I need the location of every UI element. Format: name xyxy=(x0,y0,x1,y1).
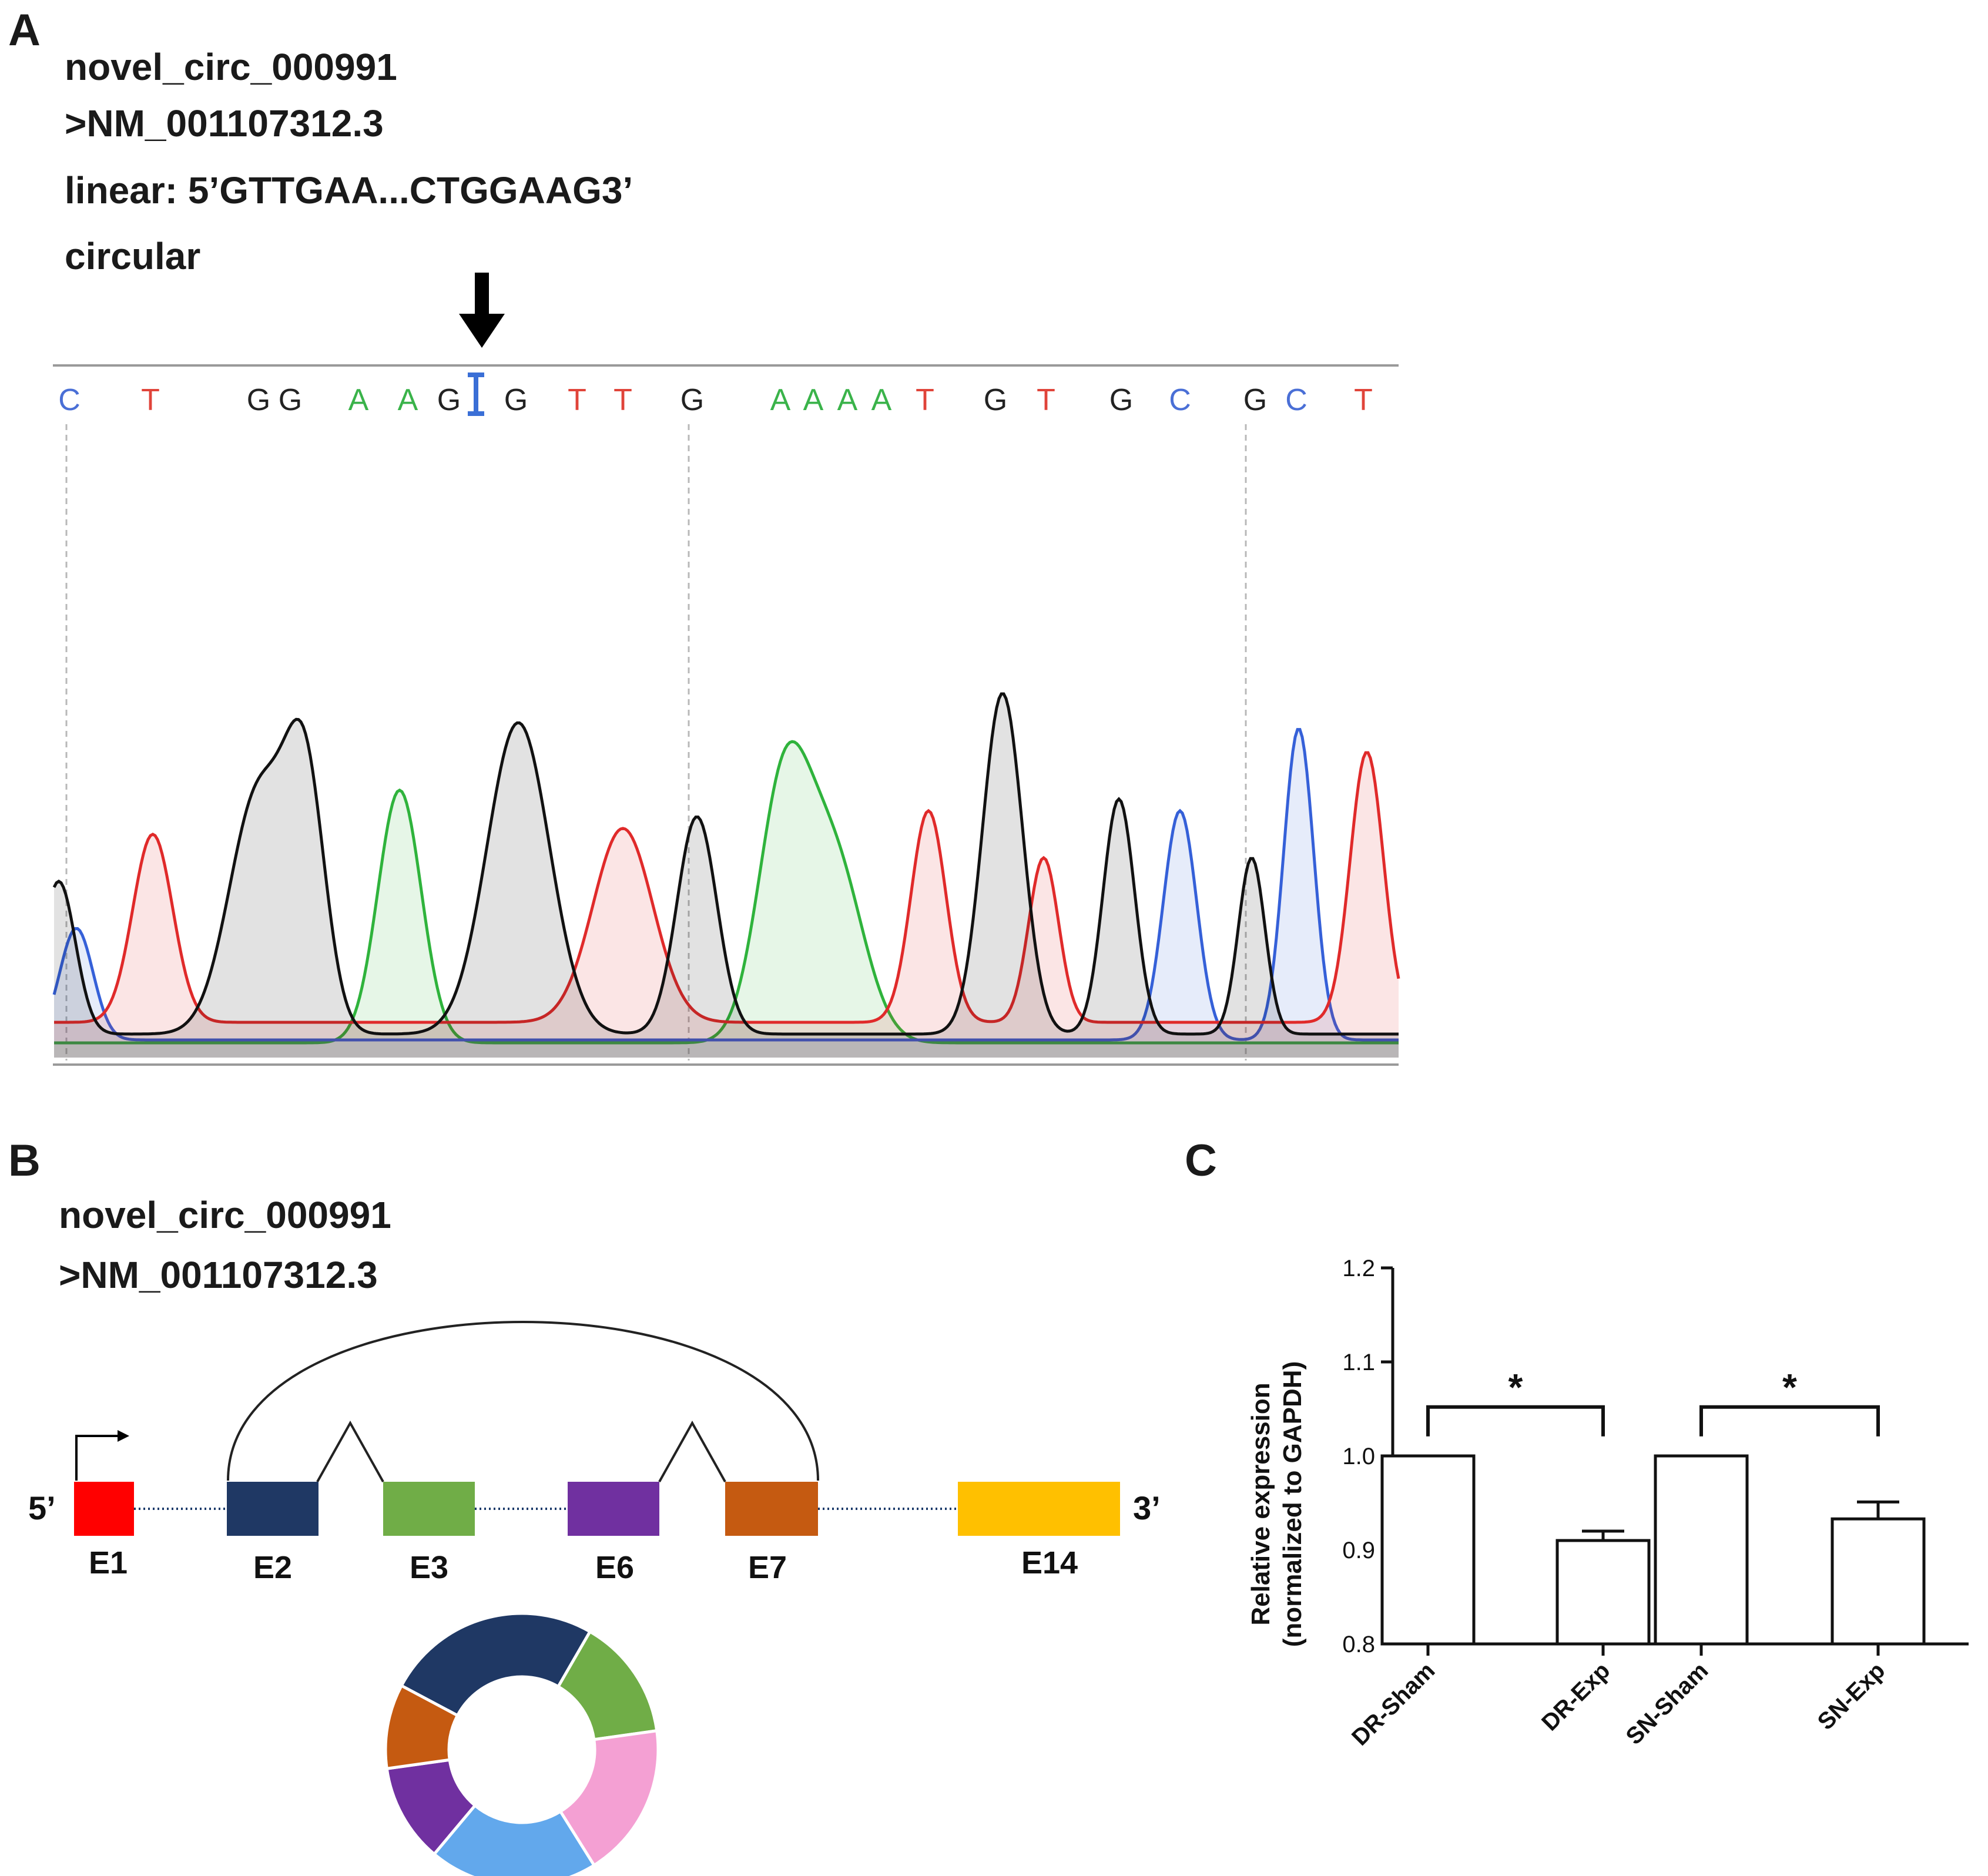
base-call: G xyxy=(984,383,1007,417)
junction-arrow-icon xyxy=(459,273,505,348)
base-call: G xyxy=(279,383,302,417)
y-tick-label: 1.0 xyxy=(1342,1444,1375,1469)
x-category-label: SN-Sham xyxy=(1621,1657,1714,1750)
junction-marker-top-cap xyxy=(468,372,484,377)
exon-E2 xyxy=(227,1482,319,1536)
significance-star: * xyxy=(1782,1366,1797,1408)
panel-a-linear-label: linear: 5’GTTGAA...CTGGAAG3’ xyxy=(65,169,633,212)
trace-T xyxy=(54,751,1400,1024)
three-prime-label: 3’ xyxy=(1133,1489,1161,1526)
y-axis-label-line2: (normalized to GAPDH) xyxy=(1278,1361,1307,1647)
base-call: G xyxy=(437,383,461,417)
panel-a-letter: A xyxy=(8,5,41,55)
splice-junction-e6-e7 xyxy=(658,1420,726,1482)
circrna-segment xyxy=(399,1612,592,1718)
exon-E3 xyxy=(383,1482,475,1536)
base-call: G xyxy=(680,383,704,417)
base-call: T xyxy=(141,383,160,417)
trace-fill-C xyxy=(54,729,1399,1058)
x-category-label: SN-Exp xyxy=(1813,1657,1890,1735)
junction-marker xyxy=(474,372,478,416)
base-call: G xyxy=(504,383,528,417)
exon-E1 xyxy=(74,1482,134,1536)
base-call: A xyxy=(398,383,418,417)
junction-marker-bottom-cap xyxy=(468,411,484,416)
base-call: A xyxy=(871,383,892,417)
circrna-segment xyxy=(384,1683,460,1771)
exon-E6 xyxy=(568,1482,659,1536)
base-call: T xyxy=(568,383,586,417)
panel-c-letter: C xyxy=(1185,1136,1217,1186)
x-category-label: DR-Exp xyxy=(1537,1657,1615,1736)
exon-label: E14 xyxy=(1021,1545,1078,1580)
trace-G xyxy=(52,692,1399,1036)
base-call: T xyxy=(614,383,632,417)
panel-a-circ-id: novel_circ_000991 xyxy=(65,46,397,88)
exon-label: E3 xyxy=(410,1550,448,1585)
transcription-start-arrowhead xyxy=(118,1430,129,1442)
y-tick-label: 0.9 xyxy=(1342,1538,1375,1563)
panel-b-circ-id: novel_circ_000991 xyxy=(59,1194,391,1236)
significance-bracket xyxy=(1699,1405,1880,1437)
panel-a-circular-label: circular xyxy=(65,235,201,277)
panel-b-accession: >NM_001107312.3 xyxy=(59,1254,378,1296)
base-call: C xyxy=(1285,383,1308,417)
exon-E7 xyxy=(725,1482,818,1536)
y-axis-label-line1: Relative expression xyxy=(1246,1382,1275,1625)
circrna-segment xyxy=(432,1803,596,1876)
base-call: C xyxy=(58,383,81,417)
transcription-start-arrow-icon xyxy=(75,1435,120,1481)
base-call: A xyxy=(770,383,791,417)
bar-SN-Exp xyxy=(1831,1517,1926,1646)
base-call: G xyxy=(247,383,270,417)
base-call: A xyxy=(803,383,824,417)
bar-DR-Sham xyxy=(1380,1454,1476,1646)
exon-label: E7 xyxy=(748,1550,787,1585)
base-call: C xyxy=(1169,383,1191,417)
significance-star: * xyxy=(1508,1366,1523,1408)
five-prime-label: 5’ xyxy=(28,1489,56,1526)
trace-C xyxy=(52,728,1399,1042)
y-tick-label: 0.8 xyxy=(1342,1632,1375,1657)
y-tick-label: 1.2 xyxy=(1342,1256,1375,1281)
base-call: T xyxy=(1037,383,1055,417)
circrna-segment xyxy=(558,1729,660,1868)
base-call: A xyxy=(348,383,369,417)
bar-chart: Relative expression (normalized to GAPDH… xyxy=(1246,1256,1969,1751)
panel-a-accession: >NM_001107312.3 xyxy=(65,102,384,145)
gene-structure-diagram: 5’ 3’ E1 E2 E3 E6 E7 E14 xyxy=(28,1321,1161,1876)
significance-bracket xyxy=(1426,1405,1605,1437)
base-call: G xyxy=(1109,383,1133,417)
base-call: T xyxy=(1354,383,1373,417)
backsplice-arc xyxy=(227,1321,819,1481)
exon-label: E1 xyxy=(89,1545,128,1580)
bar-SN-Sham xyxy=(1654,1454,1749,1646)
y-tick-label: 1.1 xyxy=(1342,1350,1375,1375)
x-category-label: DR-Sham xyxy=(1347,1657,1440,1750)
base-call: A xyxy=(837,383,858,417)
exon-label: E6 xyxy=(595,1550,634,1585)
base-call: T xyxy=(916,383,934,417)
exon-E14 xyxy=(958,1482,1120,1536)
exon-label: E2 xyxy=(253,1550,292,1585)
trace-fill-T xyxy=(54,753,1399,1058)
splice-junction-e2-e3 xyxy=(316,1420,384,1482)
bar-DR-Exp xyxy=(1555,1539,1651,1646)
base-call: G xyxy=(1243,383,1267,417)
panel-b-letter: B xyxy=(8,1136,41,1186)
